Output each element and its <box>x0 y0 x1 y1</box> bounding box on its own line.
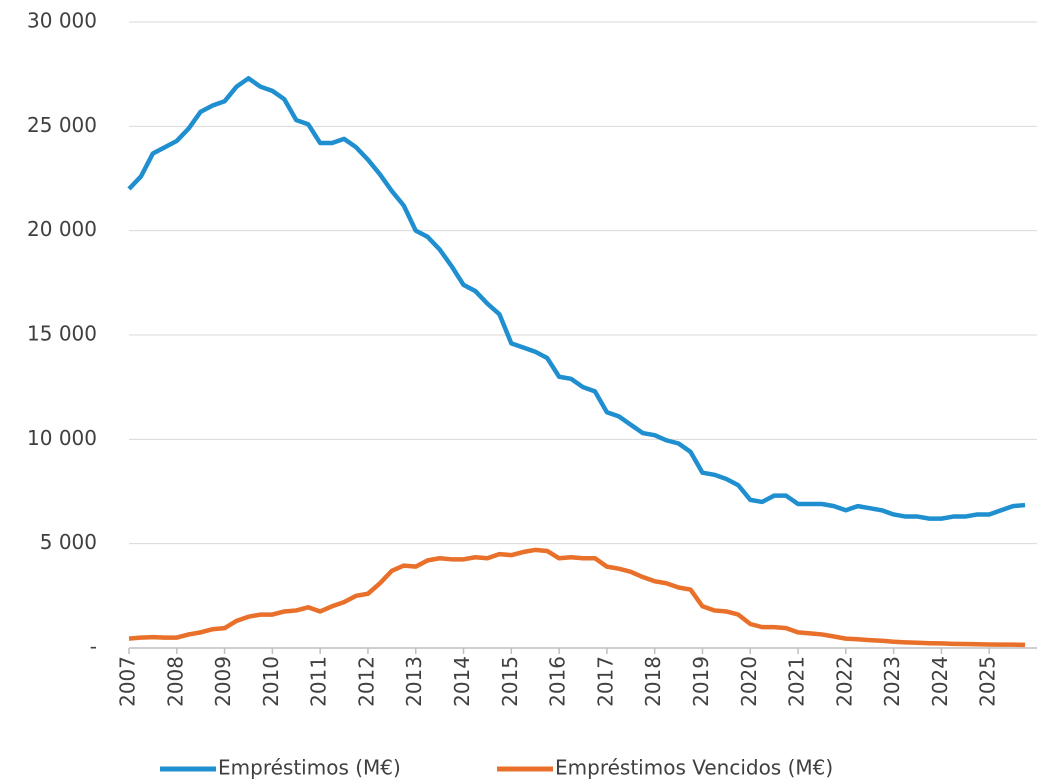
x-tick-label: 2019 <box>689 656 713 707</box>
x-tick-label: 2016 <box>546 656 570 707</box>
y-tick-label: 5 000 <box>40 530 97 554</box>
x-tick-label: 2008 <box>163 656 187 707</box>
x-tick-label: 2020 <box>737 656 761 707</box>
y-tick-label: 15 000 <box>27 322 97 346</box>
x-tick-label: 2017 <box>593 656 617 707</box>
x-tick-label: 2015 <box>498 656 522 707</box>
y-tick-label: 20 000 <box>27 217 97 241</box>
y-tick-label: 30 000 <box>27 9 97 33</box>
x-tick-label: 2018 <box>641 656 665 707</box>
data-line <box>128 547 1026 648</box>
x-tick-label: 2022 <box>832 656 856 707</box>
x-tick-label: 2007 <box>116 656 140 707</box>
x-tick-label: 2011 <box>307 656 331 707</box>
y-tick-label: 25 000 <box>27 113 97 137</box>
data-line <box>127 76 1026 521</box>
legend-label: Empréstimos Vencidos (M€) <box>555 756 833 780</box>
x-tick-label: 2010 <box>259 656 283 707</box>
x-tick-label: 2013 <box>402 656 426 707</box>
x-tick-label: 2023 <box>880 656 904 707</box>
x-tick-label: 2025 <box>976 656 1000 707</box>
x-tick-label: 2009 <box>211 656 235 707</box>
x-tick-label: 2014 <box>450 656 474 707</box>
y-tick-label: - <box>90 635 97 659</box>
x-tick-label: 2021 <box>785 656 809 707</box>
y-tick-label: 10 000 <box>27 426 97 450</box>
x-tick-label: 2012 <box>354 656 378 707</box>
x-tick-label: 2024 <box>928 656 952 707</box>
legend-label: Empréstimos (M€) <box>218 756 401 780</box>
